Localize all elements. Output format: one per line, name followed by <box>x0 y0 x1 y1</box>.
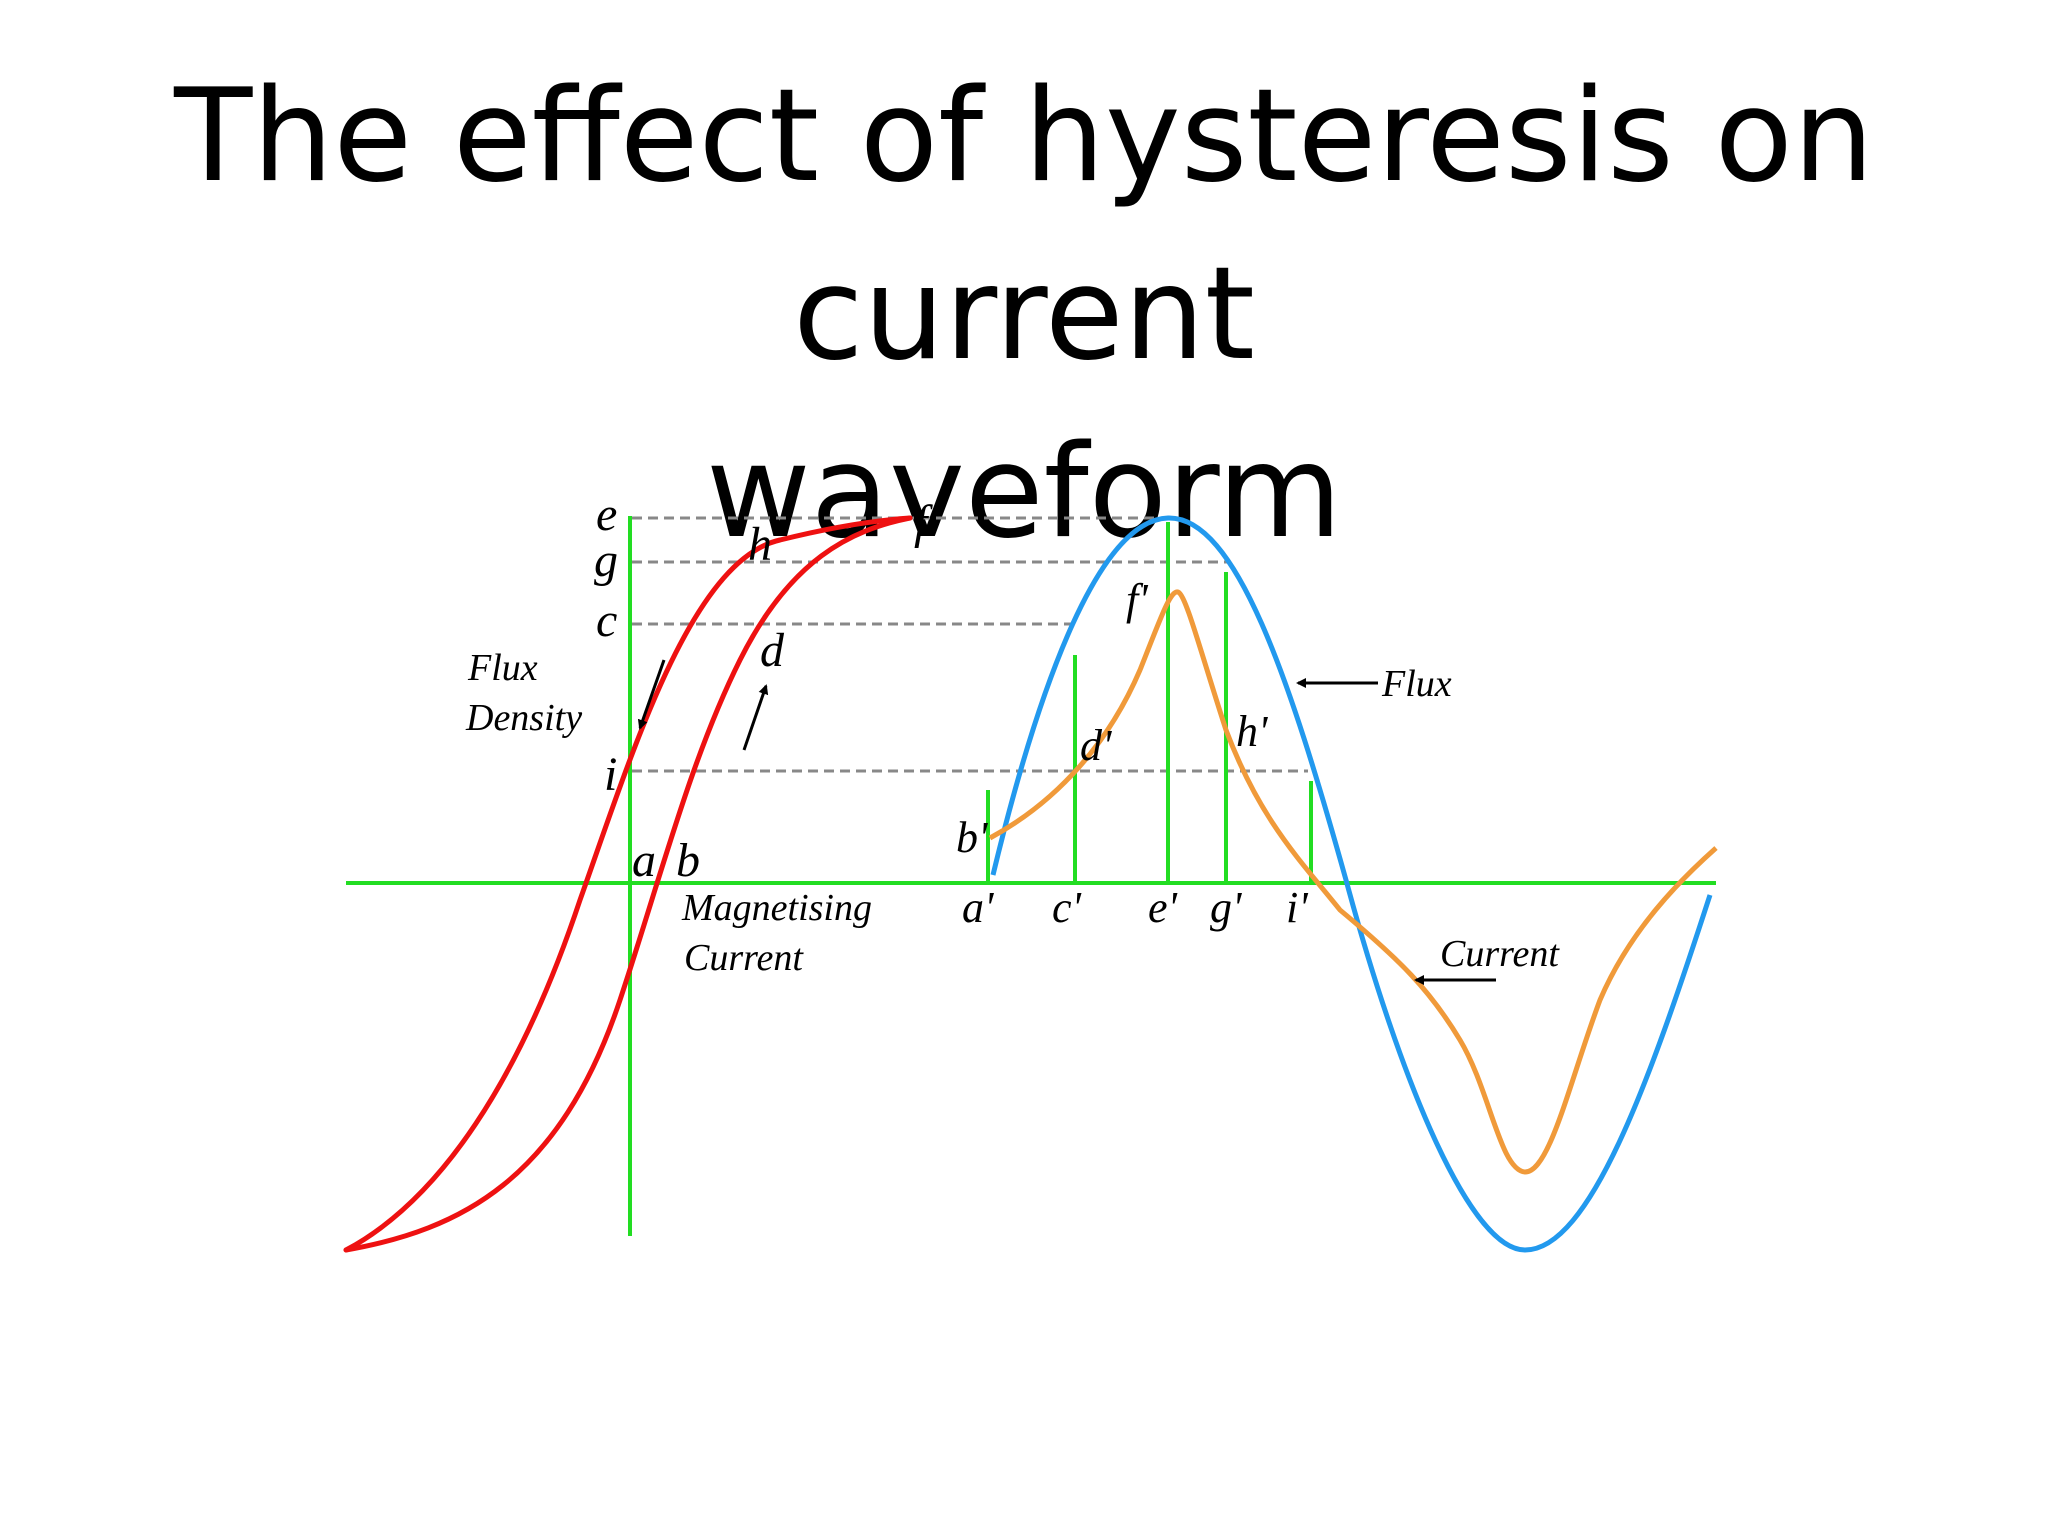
hysteresis-lower-branch <box>343 515 913 1253</box>
label-b: b <box>676 834 700 887</box>
current-curve <box>988 589 1718 1175</box>
projection-lines <box>632 516 1308 773</box>
label-h-prime: h' <box>1236 707 1269 756</box>
magnetising-label-line2: Current <box>684 937 804 979</box>
green-axes <box>346 516 1716 1236</box>
hysteresis-upper-branch <box>343 515 913 1253</box>
magnetising-label-line1: Magnetising <box>681 887 872 929</box>
flux-curve <box>990 515 1713 1253</box>
down-arrow <box>637 659 666 730</box>
label-a: a <box>632 834 656 887</box>
flux-curve-label: Flux <box>1381 663 1452 705</box>
label-c: c <box>596 594 617 647</box>
flux-density-label-line2: Density <box>465 697 582 739</box>
up-arrow <box>742 684 769 751</box>
label-g: g <box>594 534 618 587</box>
label-d-prime: d' <box>1080 721 1113 770</box>
label-f: f <box>914 496 933 549</box>
label-d: d <box>760 624 785 677</box>
slide-title: The effect of hysteresis on current wave… <box>0 48 2048 582</box>
label-g-prime: g' <box>1210 883 1243 932</box>
label-e-prime: e' <box>1148 883 1179 932</box>
title-line-1: The effect of hysteresis on current <box>174 62 1874 389</box>
label-f-prime: f' <box>1126 575 1149 624</box>
label-a-prime: a' <box>962 883 995 932</box>
label-i-prime: i' <box>1286 883 1309 932</box>
current-curve-label: Current <box>1440 933 1560 975</box>
label-i: i <box>604 748 617 801</box>
label-h: h <box>748 518 772 571</box>
flux-density-label-line1: Flux <box>467 647 538 689</box>
title-line-2: waveform <box>705 418 1343 567</box>
label-b-prime: b' <box>956 813 989 862</box>
label-c-prime: c' <box>1052 883 1083 932</box>
label-e: e <box>596 488 617 541</box>
hysteresis-loop <box>343 515 913 1253</box>
